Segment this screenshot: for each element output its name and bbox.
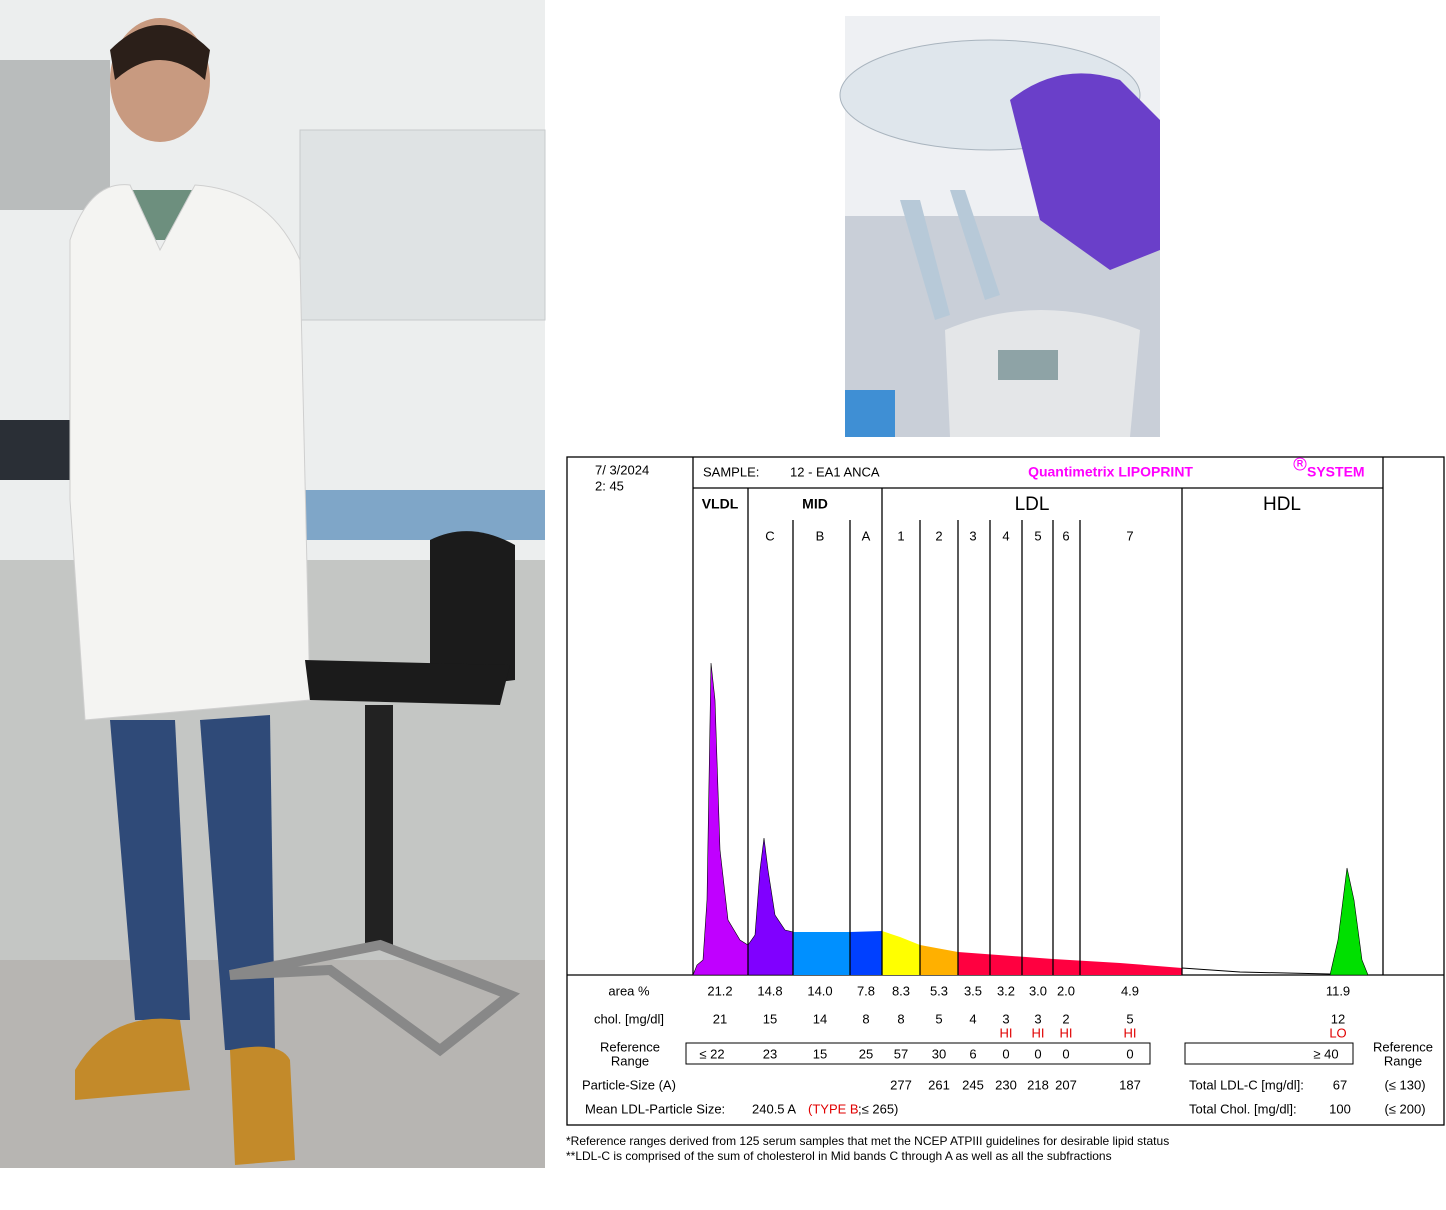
- lab-photo: [0, 0, 546, 1168]
- footnote: **LDL-C is comprised of the sum of chole…: [566, 1149, 1112, 1163]
- reference-value: 23: [763, 1046, 777, 1061]
- band-label: 2: [935, 528, 942, 543]
- report-date: 7/ 3/2024: [595, 462, 649, 477]
- particle-size: 230: [995, 1077, 1017, 1092]
- band-label: 5: [1034, 528, 1041, 543]
- centrifuge-photo: [839, 16, 1160, 437]
- row-label: Particle-Size (A): [582, 1077, 676, 1092]
- group-label: VLDL: [702, 496, 739, 512]
- reference-box: [685, 1042, 1151, 1065]
- reference-value: 30: [932, 1046, 946, 1061]
- row-label: chol. [mg/dl]: [594, 1011, 664, 1026]
- group-label: MID: [802, 496, 828, 512]
- reference-value: 0: [1126, 1046, 1133, 1061]
- band-label: A: [862, 528, 871, 543]
- footnote: *Reference ranges derived from 125 serum…: [566, 1134, 1169, 1148]
- area-value: 14.0: [807, 983, 832, 998]
- particle-size: 245: [962, 1077, 984, 1092]
- reference-value: 15: [813, 1046, 827, 1061]
- chol-value: 12: [1331, 1011, 1345, 1026]
- total-limit: (≤ 130): [1384, 1077, 1425, 1092]
- chol-value: 5: [935, 1011, 942, 1026]
- row-label: Reference: [1373, 1039, 1433, 1054]
- brand-mark: R: [1297, 458, 1304, 468]
- row-label: Mean LDL-Particle Size:: [585, 1101, 725, 1116]
- brand-suffix: SYSTEM: [1307, 464, 1365, 480]
- chol-value: 2: [1062, 1011, 1069, 1026]
- mean-size: 240.5 A: [752, 1101, 796, 1116]
- chol-value: 8: [862, 1011, 869, 1026]
- particle-size: 207: [1055, 1077, 1077, 1092]
- particle-size: 187: [1119, 1077, 1141, 1092]
- mean-reference: ;≤ 265): [858, 1101, 898, 1116]
- band-label: 3: [969, 528, 976, 543]
- area-value: 3.0: [1029, 983, 1047, 998]
- chol-value: 4: [969, 1011, 976, 1026]
- band-label: 1: [897, 528, 904, 543]
- flag: HI: [1032, 1025, 1045, 1040]
- total-label: Total LDL-C [mg/dl]:: [1189, 1077, 1304, 1092]
- reference-box: [1184, 1042, 1354, 1065]
- area-value: 7.8: [857, 983, 875, 998]
- reference-value: 0: [1062, 1046, 1069, 1061]
- particle-size: 218: [1027, 1077, 1049, 1092]
- brand-mark-circle: [1293, 457, 1307, 471]
- chol-value: 8: [897, 1011, 904, 1026]
- band-label: 6: [1062, 528, 1069, 543]
- band-label: C: [765, 528, 774, 543]
- particle-size: 277: [890, 1077, 912, 1092]
- particle-size: 261: [928, 1077, 950, 1092]
- band-label: 4: [1002, 528, 1009, 543]
- band-separators: [747, 488, 1183, 975]
- area-value: 4.9: [1121, 983, 1139, 998]
- area-value: 3.2: [997, 983, 1015, 998]
- total-label: Total Chol. [mg/dl]:: [1189, 1101, 1297, 1116]
- area-value: 3.5: [964, 983, 982, 998]
- total-value: 67: [1333, 1077, 1347, 1092]
- reference-value: ≤ 22: [699, 1046, 724, 1061]
- band-label: B: [816, 528, 825, 543]
- area-value: 5.3: [930, 983, 948, 998]
- report-time: 2: 45: [595, 478, 624, 493]
- chol-value: 3: [1034, 1011, 1041, 1026]
- chol-value: 5: [1126, 1011, 1133, 1026]
- total-value: 100: [1329, 1101, 1351, 1116]
- flag: LO: [1329, 1025, 1346, 1040]
- reference-value: 25: [859, 1046, 873, 1061]
- area-value: 14.8: [757, 983, 782, 998]
- group-label: HDL: [1263, 494, 1301, 515]
- chol-value: 14: [813, 1011, 827, 1026]
- brand: Quantimetrix LIPOPRINT: [1028, 464, 1193, 480]
- flag: HI: [1000, 1025, 1013, 1040]
- row-label: Range: [1384, 1053, 1422, 1068]
- area-value: 2.0: [1057, 983, 1075, 998]
- group-label: LDL: [1015, 494, 1050, 515]
- reference-value: 6: [969, 1046, 976, 1061]
- area-value: 21.2: [707, 983, 732, 998]
- sample-id: 12 - EA1 ANCA: [790, 464, 880, 479]
- sample-label: SAMPLE:: [703, 464, 759, 479]
- row-label: Reference: [600, 1039, 660, 1054]
- reference-value: 0: [1002, 1046, 1009, 1061]
- total-limit: (≤ 200): [1384, 1101, 1425, 1116]
- band-label: 7: [1126, 528, 1133, 543]
- chol-value: 3: [1002, 1011, 1009, 1026]
- row-label: area %: [608, 983, 650, 998]
- chol-value: 21: [713, 1011, 727, 1026]
- mean-type: (TYPE B: [808, 1101, 859, 1116]
- flag: HI: [1060, 1025, 1073, 1040]
- area-value: 11.9: [1326, 983, 1350, 998]
- area-value: 8.3: [892, 983, 910, 998]
- reference-value: 0: [1034, 1046, 1041, 1061]
- reference-value: ≥ 40: [1313, 1046, 1338, 1061]
- chol-value: 15: [763, 1011, 777, 1026]
- lipoprotein-trace: [692, 662, 1369, 976]
- flag: HI: [1124, 1025, 1137, 1040]
- row-label: Range: [611, 1053, 649, 1068]
- reference-value: 57: [894, 1046, 908, 1061]
